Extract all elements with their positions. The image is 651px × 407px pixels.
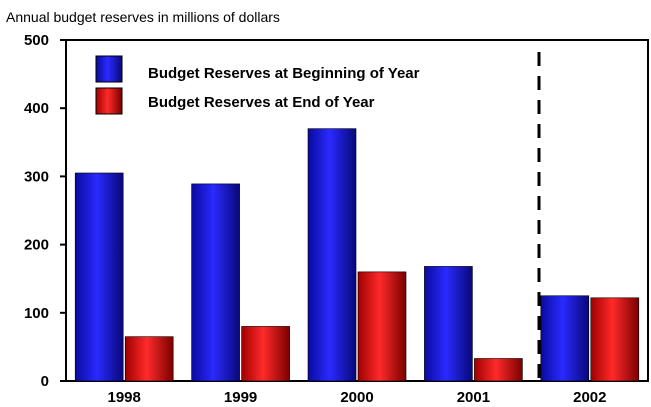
y-tick-label: 200 (24, 237, 49, 254)
legend: Budget Reserves at Beginning of Year Bud… (95, 55, 420, 115)
bar-beginning-2001 (424, 266, 473, 382)
chart-subtitle: Annual budget reserves in millions of do… (6, 9, 280, 25)
bar-beginning-2000 (307, 128, 357, 382)
legend-swatch-end (95, 87, 123, 115)
bar-end-1998 (124, 336, 174, 382)
y-tick-label: 300 (24, 168, 49, 185)
y-tick-label: 100 (24, 305, 49, 322)
bar-beginning-1998 (74, 172, 124, 382)
y-tick-label: 500 (24, 32, 49, 49)
legend-label-end: Budget Reserves at End of Year (148, 94, 375, 111)
x-tick-label: 1998 (108, 389, 141, 406)
legend-label-beginning: Budget Reserves at Beginning of Year (148, 65, 420, 82)
bar-beginning-1999 (191, 183, 240, 382)
bar-end-2001 (474, 358, 523, 382)
bars (74, 128, 640, 382)
y-axis: 0 100 200 300 400 500 (24, 32, 66, 390)
y-tick-label: 0 (41, 373, 49, 390)
x-tick-label: 1999 (224, 389, 257, 406)
legend-swatch-beginning (95, 55, 123, 83)
bar-beginning-2002 (540, 295, 590, 382)
x-axis: 1998 1999 2000 2001 2002 (108, 389, 607, 406)
x-tick-label: 2002 (573, 389, 606, 406)
x-tick-label: 2001 (457, 389, 490, 406)
y-tick-label: 400 (24, 100, 49, 117)
bar-end-2002 (590, 297, 640, 382)
bar-end-2000 (357, 271, 407, 382)
x-tick-label: 2000 (340, 389, 373, 406)
bar-end-1999 (241, 326, 290, 382)
